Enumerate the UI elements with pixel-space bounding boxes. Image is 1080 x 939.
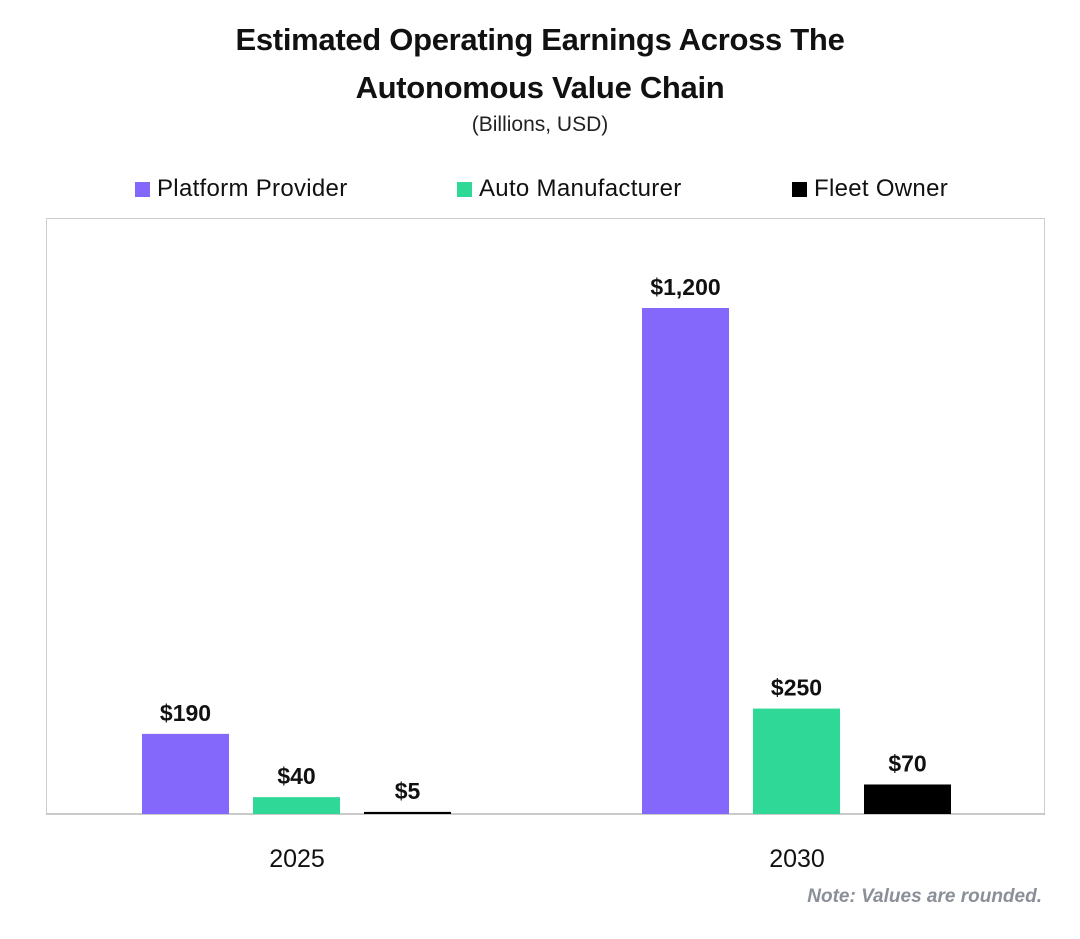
bar-fleet-owner-2025 <box>364 811 451 814</box>
chart-title: Estimated Operating Earnings Across The … <box>0 16 1080 112</box>
legend: Platform Provider Auto Manufacturer Flee… <box>0 172 1080 206</box>
bar-fleet-owner-2030 <box>864 784 951 814</box>
legend-item-auto-manufacturer: Auto Manufacturer <box>457 172 682 206</box>
data-label-platform-provider-2030: $1,200 <box>650 274 720 300</box>
data-label-auto-manufacturer-2030: $250 <box>771 675 822 701</box>
legend-label-platform-provider: Platform Provider <box>157 175 348 202</box>
data-label-fleet-owner-2030: $70 <box>888 750 926 776</box>
data-label-platform-provider-2025: $190 <box>160 700 211 726</box>
legend-swatch-platform-provider <box>135 181 150 197</box>
category-label-2030: 2030 <box>769 845 825 873</box>
legend-swatch-fleet-owner <box>792 181 807 197</box>
legend-item-fleet-owner: Fleet Owner <box>792 172 948 206</box>
footnote: Note: Values are rounded. <box>807 886 1042 907</box>
chart-title-line-1: Estimated Operating Earnings Across The <box>235 22 845 57</box>
bars-group <box>142 308 951 814</box>
bar-auto-manufacturer-2025 <box>253 797 340 814</box>
chart-title-line-2: Autonomous Value Chain <box>355 70 725 105</box>
legend-label-auto-manufacturer: Auto Manufacturer <box>479 175 682 202</box>
legend-item-platform-provider: Platform Provider <box>135 172 348 206</box>
bar-platform-provider-2030 <box>642 308 729 814</box>
category-labels-group: 2025 2030 <box>269 845 825 873</box>
legend-swatch-auto-manufacturer <box>457 181 472 197</box>
bar-auto-manufacturer-2030 <box>753 708 840 814</box>
data-label-auto-manufacturer-2025: $40 <box>277 763 315 789</box>
plot-area-frame <box>46 218 1045 814</box>
legend-label-fleet-owner: Fleet Owner <box>814 175 949 202</box>
data-label-fleet-owner-2025: $5 <box>395 778 421 804</box>
bar-labels-group: $190 $40 $5 $1,200 $250 $70 <box>160 274 927 804</box>
category-label-2025: 2025 <box>269 845 325 873</box>
chart-subtitle: (Billions, USD) <box>471 113 609 136</box>
bar-platform-provider-2025 <box>142 733 229 814</box>
